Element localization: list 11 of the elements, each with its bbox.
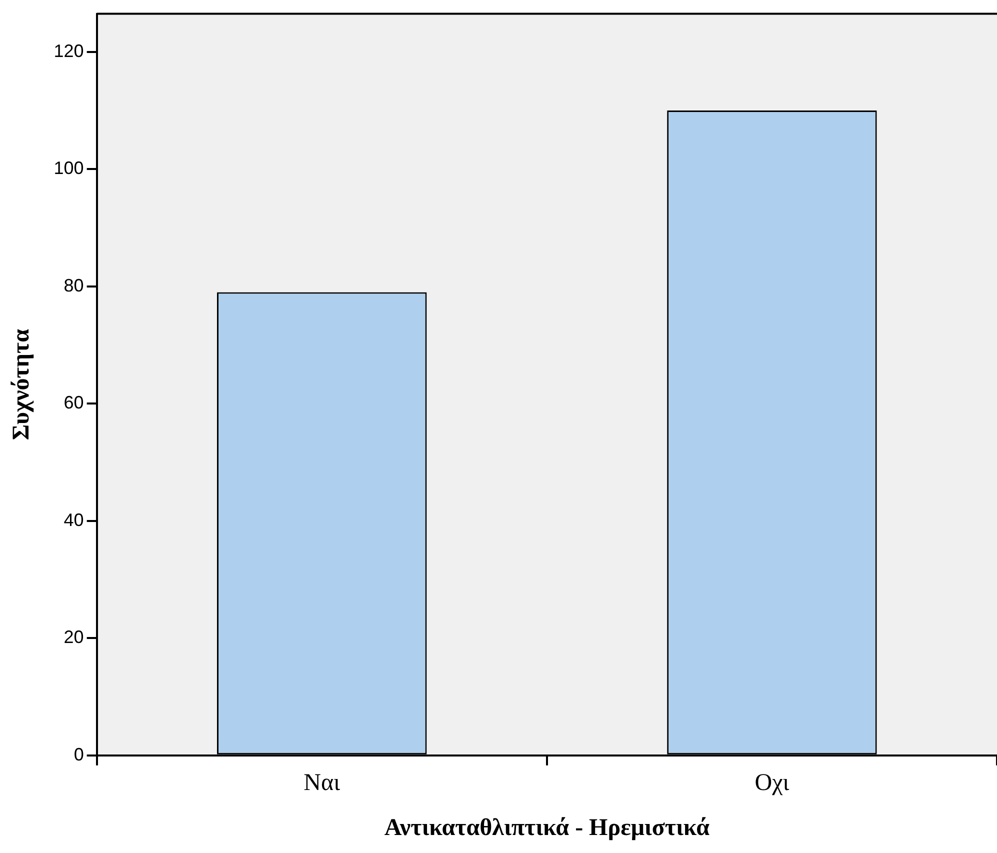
y-tick-label: 100	[54, 158, 84, 178]
x-tick-label: Ναι	[304, 770, 341, 796]
y-tick-label: 60	[64, 392, 84, 413]
y-axis-title: Συχνότητα	[8, 328, 35, 440]
x-axis-title: Αντικαταθλιπτικά - Ηρεμιστικά	[384, 814, 710, 841]
y-tick-label: 80	[64, 275, 84, 296]
y-tick-label: 20	[64, 627, 84, 648]
x-tick-label: Οχι	[754, 770, 790, 796]
y-tick-label: 40	[64, 510, 84, 530]
y-tick-label: 0	[74, 744, 84, 764]
y-tick-label: 120	[54, 40, 84, 61]
